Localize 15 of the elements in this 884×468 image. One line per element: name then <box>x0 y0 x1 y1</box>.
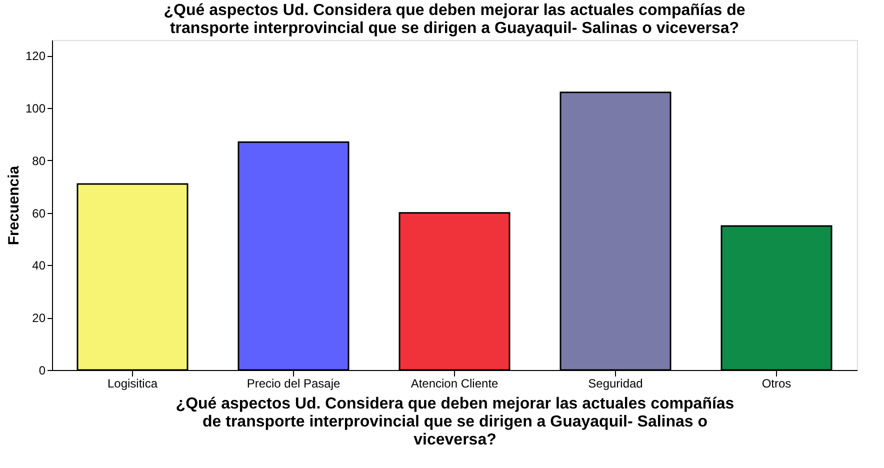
y-tick-label: 120 <box>25 49 46 64</box>
y-tick-label: 40 <box>32 258 46 273</box>
y-tick-label: 20 <box>32 311 46 326</box>
y-tick-label: 60 <box>32 206 46 220</box>
x-tick-label: Logisitica <box>107 376 158 390</box>
x-tick-label: Seguridad <box>588 376 643 390</box>
y-tick-label: 100 <box>25 102 46 116</box>
y-tick-label: 0 <box>38 364 46 378</box>
y-tick-label: 80 <box>32 154 46 168</box>
x-tick-label: Atencion Cliente <box>410 376 499 390</box>
x-tick-label: Precio del Pasaje <box>246 376 341 390</box>
x-axis-title: ¿Qué aspectos Ud. Considera que deben mejorar las actuales compañías de transporte interprovincial que se dirigen a Guayaquil- Salinas o viceversa? <box>176 396 734 448</box>
x-tick-label: Otros <box>762 376 792 390</box>
chart-title: ¿Qué aspectos Ud. Considera que deben mejorar las actuales compañías de transporte interprovincial que se dirigen a Guayaquil- Salinas o viceversa? <box>164 2 746 37</box>
y-axis-title: Frecuencia <box>5 165 22 246</box>
